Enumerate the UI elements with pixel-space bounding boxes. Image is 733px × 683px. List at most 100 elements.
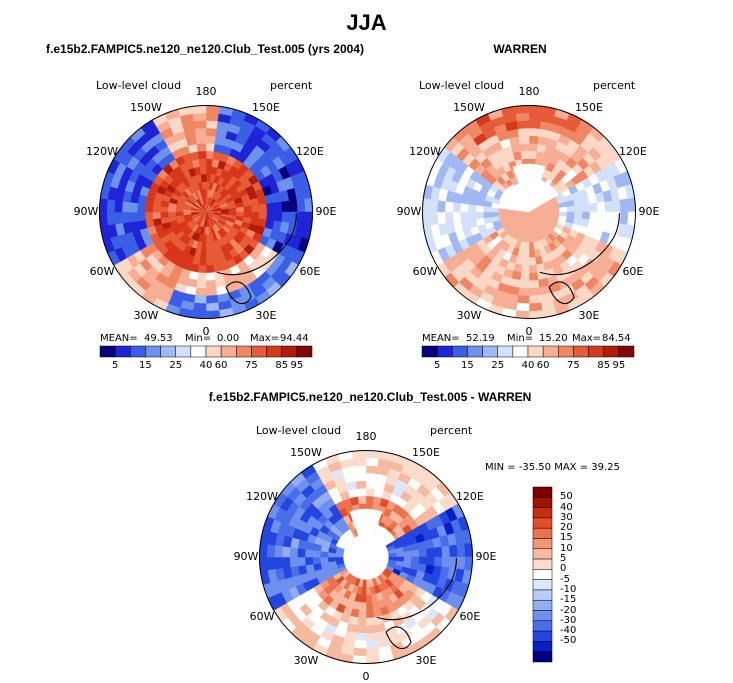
- lon-tick-label: 30W: [133, 308, 159, 322]
- colorbar-swatch: [532, 527, 553, 539]
- coastlines: [538, 212, 620, 305]
- coastline: [215, 212, 297, 276]
- colorbar-swatch: [532, 507, 553, 519]
- colorbar-swatch: [532, 486, 553, 498]
- colorbar: [99, 345, 313, 358]
- colorbar-swatch: [205, 345, 222, 358]
- units-label: percent: [270, 79, 313, 92]
- colorbar-swatch: [588, 345, 604, 358]
- polar-map-svg: [99, 105, 313, 319]
- colorbar-swatch: [532, 548, 553, 560]
- coastlines: [215, 212, 297, 305]
- colorbar-swatch: [532, 558, 553, 570]
- colorbar-tick-label: 5: [560, 553, 567, 565]
- lon-tick-label: 0: [202, 325, 210, 338]
- diff-min-max: MIN = -35.50 MAX = 39.25: [485, 462, 620, 473]
- lon-tick-label: 90E: [315, 205, 337, 218]
- max-value: 94.44: [280, 333, 309, 344]
- lon-tick-label: 120E: [295, 145, 324, 158]
- lon-tick-label: 30W: [456, 308, 482, 322]
- colorbar-tick-label: 40: [560, 501, 573, 513]
- min-label: Min=: [507, 333, 534, 344]
- colorbar-swatch: [145, 345, 161, 358]
- lon-tick-label: 180: [195, 85, 217, 98]
- colorbar-tick-label: 20: [560, 522, 573, 534]
- lon-tick-label: 150W: [453, 101, 485, 115]
- coastline: [375, 557, 457, 621]
- lon-tick-label: 60W: [249, 610, 275, 623]
- colorbar-swatch: [532, 620, 553, 632]
- lon-tick-label: 120W: [86, 145, 118, 158]
- colorbar-swatch: [532, 641, 553, 652]
- lon-tick-label: 120E: [618, 145, 647, 158]
- lon-tick-label: 120W: [409, 145, 441, 158]
- units-label: percent: [430, 424, 473, 437]
- colorbar-tick-label: -40: [560, 625, 577, 637]
- colorbar-swatch: [130, 345, 146, 358]
- diff-title: f.e15b2.FAMPIC5.ne120_ne120.Club_Test.00…: [208, 390, 532, 404]
- colorbar-tick-label: 95: [290, 360, 304, 371]
- colorbar-tick-label: 30: [560, 511, 573, 523]
- colorbar-swatch: [175, 345, 192, 358]
- coastline: [538, 212, 620, 276]
- lon-tick-label: 60E: [299, 265, 321, 278]
- lon-tick-label: 30E: [578, 308, 600, 322]
- lon-tick-label: 150W: [130, 101, 162, 115]
- mean-label: MEAN=: [422, 333, 460, 344]
- lon-tick-label: 60W: [89, 265, 115, 278]
- colorbar-tick-label: 60: [536, 360, 550, 371]
- coastline: [385, 626, 412, 650]
- lon-tick-label: 120W: [246, 490, 278, 503]
- colorbar-swatch: [532, 538, 553, 550]
- diff-colorbar: [532, 486, 553, 663]
- colorbar-tick-label: 40: [199, 360, 213, 371]
- lon-tick-label: 120E: [455, 490, 484, 503]
- colorbar-swatch: [532, 599, 553, 611]
- lon-tick-label: 0: [525, 325, 533, 338]
- colorbar-tick-label: -15: [560, 594, 577, 606]
- colorbar-tick-label: 95: [612, 360, 626, 371]
- lon-tick-label: 30W: [293, 653, 319, 667]
- colorbar-tick-label: 0: [560, 563, 567, 575]
- lon-tick-label: 30E: [255, 308, 277, 322]
- colorbar-tick-label: 75: [567, 360, 580, 371]
- colorbar-tick-label: 15: [461, 360, 474, 371]
- colorbar-swatch: [281, 345, 298, 358]
- colorbar-swatch: [220, 345, 237, 358]
- colorbar-swatch: [266, 345, 282, 358]
- lon-tick-label: 90W: [73, 205, 99, 218]
- max-value: 84.54: [602, 333, 631, 344]
- min-label: Min=: [185, 333, 212, 344]
- lon-tick-label: 90E: [638, 205, 660, 218]
- max-label: Max=: [572, 333, 602, 344]
- colorbar-tick-label: 50: [560, 491, 573, 503]
- colorbar-swatch: [497, 345, 514, 358]
- lon-tick-label: 60W: [412, 265, 438, 278]
- field-label: Low-level cloud: [96, 79, 182, 92]
- colorbar-swatch: [618, 345, 635, 358]
- colorbar-tick-label: 60: [214, 360, 228, 371]
- colorbar-swatch: [532, 579, 553, 591]
- lon-tick-label: 60E: [459, 610, 481, 623]
- lon-tick-label: 150W: [290, 446, 322, 460]
- colorbar-tick-label: 5: [433, 360, 441, 371]
- colorbar-tick-label: 15: [139, 360, 152, 371]
- lon-tick-label: 90E: [475, 550, 497, 563]
- coastline: [225, 281, 252, 305]
- colorbar-tick-label: 75: [245, 360, 258, 371]
- colorbar-swatch: [160, 345, 176, 358]
- lon-tick-label: 60E: [622, 265, 644, 278]
- colorbar-swatch: [532, 651, 553, 663]
- colorbar-swatch: [542, 345, 559, 358]
- colorbar-tick-label: 25: [491, 360, 505, 371]
- colorbar-swatch: [296, 345, 313, 358]
- colorbar-swatch: [532, 589, 553, 601]
- mean-value: 52.19: [466, 333, 495, 344]
- map-border: [259, 450, 473, 664]
- main-title: JJA: [346, 10, 387, 35]
- colorbar-swatch: [251, 345, 267, 358]
- colorbar-swatch: [467, 345, 483, 358]
- lon-tick-label: 90W: [396, 205, 422, 218]
- mean-label: MEAN=: [100, 333, 138, 344]
- colorbar-tick-label: 85: [275, 360, 289, 371]
